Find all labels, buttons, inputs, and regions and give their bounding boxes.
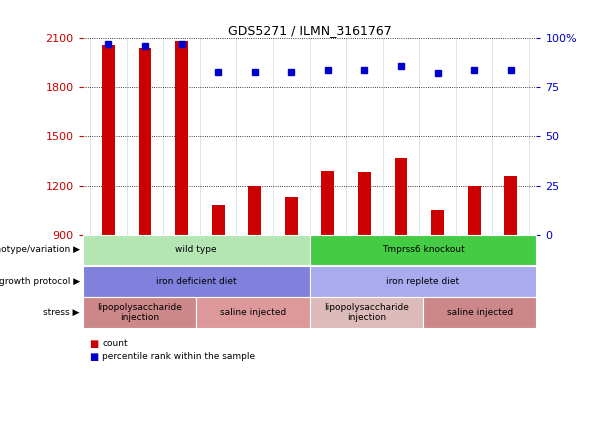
Bar — [468, 186, 481, 235]
Bar — [211, 205, 224, 235]
Text: lipopolysaccharide
injection: lipopolysaccharide injection — [324, 303, 409, 322]
Text: Tmprss6 knockout: Tmprss6 knockout — [382, 245, 464, 255]
Bar — [395, 158, 408, 235]
Bar — [175, 41, 188, 235]
Text: count: count — [102, 339, 128, 349]
Text: iron deficient diet: iron deficient diet — [156, 277, 237, 286]
Bar — [321, 171, 334, 235]
Text: wild type: wild type — [175, 245, 217, 255]
Text: genotype/variation ▶: genotype/variation ▶ — [0, 245, 80, 255]
Bar — [504, 176, 517, 235]
Text: ■: ■ — [89, 339, 98, 349]
Bar — [358, 172, 371, 235]
Bar — [285, 197, 298, 235]
Title: GDS5271 / ILMN_3161767: GDS5271 / ILMN_3161767 — [227, 24, 392, 37]
Text: ■: ■ — [89, 352, 98, 362]
Text: growth protocol ▶: growth protocol ▶ — [0, 277, 80, 286]
Bar — [102, 45, 115, 235]
Text: iron replete diet: iron replete diet — [386, 277, 460, 286]
Text: lipopolysaccharide
injection: lipopolysaccharide injection — [97, 303, 182, 322]
Text: stress ▶: stress ▶ — [44, 308, 80, 317]
Bar — [248, 186, 261, 235]
Text: percentile rank within the sample: percentile rank within the sample — [102, 352, 256, 361]
Text: saline injected: saline injected — [219, 308, 286, 317]
Bar — [431, 210, 444, 235]
Text: saline injected: saline injected — [446, 308, 513, 317]
Bar — [139, 48, 151, 235]
